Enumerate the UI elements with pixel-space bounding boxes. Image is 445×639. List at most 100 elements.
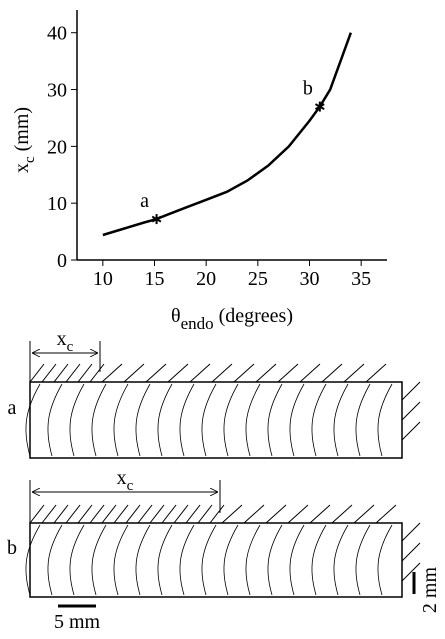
span-label-main: x [117,467,127,489]
fiber [69,383,85,457]
surface-hatch [287,504,309,524]
fiber [289,383,305,457]
x-tick-label: 25 [248,268,268,290]
surface-hatch [65,363,81,383]
fiber [91,524,107,596]
side-hatch [401,562,421,582]
surface-hatch [125,504,141,524]
surface-hatch [353,504,375,524]
surface-hatch [77,504,93,524]
surface-hatch [265,504,287,524]
y-label-rest: (mm) [11,107,33,156]
fiber [333,383,349,457]
surface-hatch [149,504,165,524]
fiber [267,383,283,457]
panel-label: b [7,537,17,559]
fiber [377,383,393,457]
span-label: xc [57,328,74,355]
side-hatch [401,421,421,441]
y-tick-label: 40 [47,23,67,45]
surface-hatch [77,363,93,383]
surface-hatch [221,504,243,524]
surface-hatch [211,363,233,383]
curve [102,32,353,237]
surface-hatch [277,363,299,383]
y-label-sub: c [22,156,38,163]
surface-hatch [309,504,331,524]
fiber [311,383,327,457]
y-tick-label: 10 [47,193,67,215]
fiber [113,383,129,457]
surface-hatch [299,363,321,383]
x-label-rest: (degrees) [214,305,293,327]
fiber [25,524,41,596]
x-axis-label: θendo (degrees) [171,305,293,333]
surface-hatch [41,363,57,383]
fiber [223,524,239,596]
surface-hatch [65,504,81,524]
y-tick-label: 20 [47,136,67,158]
scale-label-x: 5 mm [54,611,101,633]
y-label-main: x [11,163,33,173]
fiber [377,524,393,596]
fiber [157,383,173,457]
x-label-sub: endo [181,314,214,333]
point-label: a [140,190,149,212]
surface-hatch [29,504,45,524]
fiber [47,524,63,596]
panel-label: a [8,397,17,419]
surface-hatch [365,363,387,383]
asterisk-marker [151,214,162,225]
side-hatch [401,522,421,542]
fiber [47,383,63,457]
fiber [355,383,371,457]
x-tick-label: 30 [300,268,320,290]
surface-hatch [255,363,277,383]
x-tick-label: 15 [145,268,165,290]
fiber [157,524,173,596]
side-hatch [401,401,421,421]
surface-hatch [161,504,177,524]
surface-hatch [189,363,211,383]
surface-hatch [331,504,353,524]
surface-hatch [321,363,343,383]
x-tick-label: 20 [196,268,216,290]
fiber [245,383,261,457]
fiber [25,383,41,457]
surface-hatch [41,504,57,524]
fiber [245,524,261,596]
surface-hatch [343,363,365,383]
fiber [113,524,129,596]
fiber [135,524,151,596]
side-hatch [401,381,421,401]
block-front [29,381,403,459]
surface-hatch [375,504,397,524]
span-label-sub: c [127,478,134,494]
fiber [201,383,217,457]
surface-hatch [209,504,225,524]
fiber [355,524,371,596]
scale-label-y: 2 mm [419,567,441,614]
y-tick-label: 0 [57,250,67,272]
fiber [311,524,327,596]
fiber [223,383,239,457]
surface-hatch [29,363,45,383]
surface-hatch [137,504,153,524]
surface-hatch [123,363,145,383]
asterisk-marker [314,101,325,112]
x-label-main: θ [171,305,181,327]
fiber [91,383,107,457]
fiber [267,524,283,596]
span-label-sub: c [67,339,74,355]
surface-hatch [167,363,189,383]
asterisk-stroke [151,215,162,223]
surface-hatch [89,504,105,524]
point-label: b [303,78,313,100]
surface-hatch [53,363,69,383]
surface-hatch [197,504,213,524]
surface-hatch [113,504,129,524]
x-tick-label: 35 [351,268,371,290]
surface-hatch [89,363,105,383]
